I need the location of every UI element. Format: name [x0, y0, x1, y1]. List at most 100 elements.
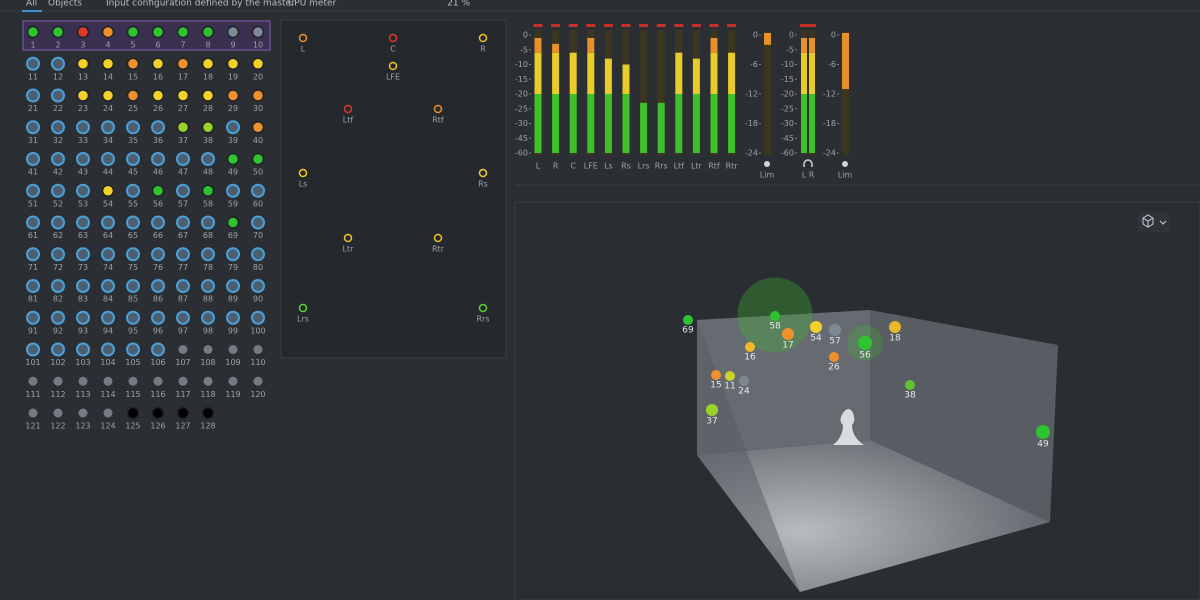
tab[interactable]: Objects — [48, 0, 82, 9]
speaker-label: LFE — [386, 73, 400, 82]
limiter-label: Lim — [838, 171, 853, 180]
object-label: 38 — [203, 136, 213, 145]
object — [151, 57, 165, 70]
meter-label: Ltr — [691, 162, 703, 171]
object — [201, 57, 215, 70]
object-label: 48 — [203, 168, 213, 177]
object-label: 84 — [103, 295, 113, 304]
object-label: 33 — [78, 136, 88, 145]
object-label: 27 — [178, 104, 188, 113]
meter-tick-label: -24 — [823, 149, 836, 158]
speaker — [298, 33, 308, 43]
object — [151, 279, 165, 293]
meter-level — [657, 102, 665, 153]
object-label: 126 — [150, 422, 165, 431]
object — [51, 215, 65, 230]
object — [51, 183, 65, 198]
object — [226, 120, 240, 135]
object-label: 66 — [153, 231, 163, 240]
object-label: 88 — [203, 295, 213, 304]
object-label: 18 — [203, 72, 213, 81]
room-object — [745, 342, 755, 352]
object — [103, 376, 113, 386]
room-object-label: 18 — [889, 334, 901, 344]
object-label: 23 — [78, 104, 88, 113]
right-wall — [870, 310, 1058, 522]
object-label: 35 — [128, 136, 138, 145]
peak — [639, 24, 649, 27]
object — [176, 279, 190, 293]
peak — [551, 24, 561, 27]
object — [201, 310, 215, 325]
object — [126, 25, 140, 39]
left-edge — [697, 320, 800, 592]
object-label: 7 — [180, 41, 185, 50]
object — [26, 88, 40, 103]
object — [78, 408, 88, 418]
object — [26, 56, 40, 71]
room-object — [782, 328, 794, 340]
object — [26, 183, 40, 198]
meter-level — [809, 37, 815, 53]
object-label: 115 — [125, 390, 140, 399]
tab[interactable]: All — [26, 0, 37, 9]
object-label: 31 — [28, 136, 38, 145]
speaker-label: Ltf — [343, 116, 354, 125]
meter-level — [552, 52, 560, 94]
object-label: 63 — [78, 231, 88, 240]
object — [103, 408, 113, 418]
meter-level — [587, 52, 595, 94]
object-label: 123 — [75, 422, 90, 431]
room-object — [739, 376, 749, 386]
object-label: 68 — [203, 231, 213, 240]
object — [201, 121, 215, 134]
object — [151, 120, 165, 135]
object-label: 96 — [153, 326, 163, 335]
meter-level — [710, 52, 718, 94]
view-button[interactable] — [1138, 212, 1170, 232]
object-label: 124 — [100, 422, 115, 431]
object — [176, 152, 190, 166]
object — [251, 215, 265, 230]
object-label: 104 — [100, 358, 115, 367]
meter-tick-label: -12 — [823, 90, 836, 99]
object — [226, 57, 240, 70]
listener — [833, 409, 864, 445]
object-label: 74 — [103, 263, 113, 272]
limiter-bg — [764, 32, 771, 155]
object — [251, 247, 265, 262]
object-label: 24 — [103, 104, 113, 113]
object — [251, 89, 265, 102]
object — [101, 279, 115, 293]
object-label: 54 — [103, 199, 113, 208]
object-label: 37 — [178, 136, 188, 145]
object — [251, 57, 265, 70]
object-label: 40 — [253, 136, 263, 145]
room-object — [711, 370, 721, 380]
object — [201, 184, 215, 197]
object-label: 100 — [250, 326, 265, 335]
object — [51, 56, 65, 71]
peak — [656, 24, 666, 27]
meter-label: LFE — [584, 162, 598, 171]
meter-label: Rtf — [708, 162, 720, 171]
object — [176, 183, 190, 198]
meter-level — [534, 94, 542, 153]
object-label: 121 — [25, 422, 40, 431]
meter-label: Ltf — [674, 162, 685, 171]
object-label: 119 — [225, 390, 240, 399]
object — [51, 152, 65, 166]
meter-tick-label: -18 — [745, 119, 758, 128]
object — [251, 183, 265, 198]
object-label: 79 — [228, 263, 238, 272]
room-object-label: 69 — [682, 326, 694, 336]
room-object — [770, 311, 780, 321]
meter-level — [728, 94, 736, 153]
object-label: 85 — [128, 295, 138, 304]
limiter-level — [764, 33, 771, 45]
object — [101, 152, 115, 166]
object — [51, 247, 65, 262]
object — [226, 247, 240, 262]
meter-level — [622, 94, 630, 153]
room-object — [889, 321, 901, 333]
